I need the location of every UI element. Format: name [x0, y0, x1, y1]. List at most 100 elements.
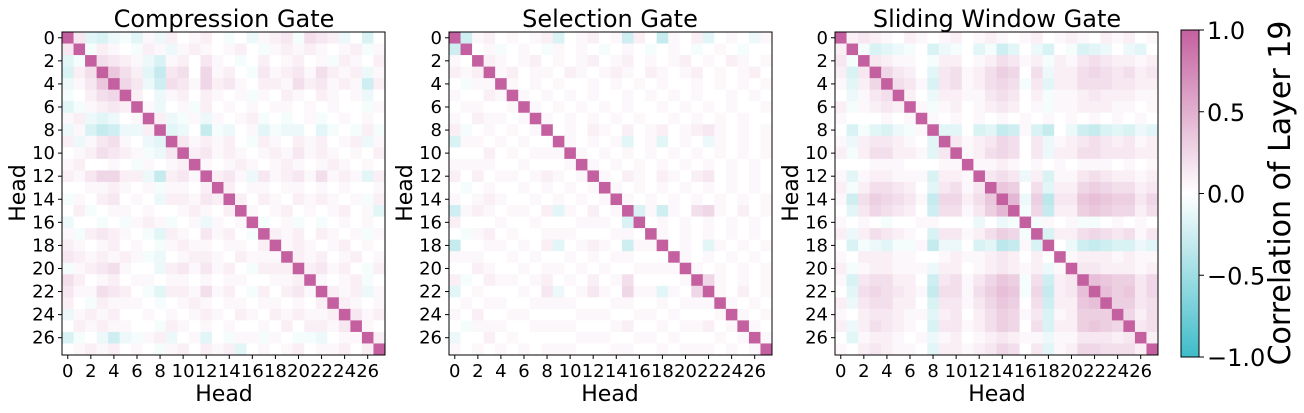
heatmap-cell — [973, 124, 986, 137]
heatmap-cell — [327, 331, 340, 344]
heatmap-cell — [858, 320, 871, 333]
heatmap-cell — [1123, 101, 1136, 114]
heatmap-cell — [142, 170, 155, 183]
heatmap-cell — [235, 181, 247, 194]
heatmap-cell — [748, 285, 761, 298]
heatmap-cell — [96, 262, 109, 275]
heatmap-cell — [73, 251, 86, 264]
heatmap-cell — [1054, 285, 1067, 298]
heatmap-cell — [200, 297, 213, 310]
heatmap-cell — [881, 147, 894, 160]
heatmap-cell — [223, 89, 236, 102]
heatmap-cell — [1111, 320, 1124, 333]
heatmap-cell — [869, 274, 882, 287]
heatmap-cell — [725, 43, 738, 56]
heatmap-cell — [518, 55, 531, 68]
heatmap-cell — [73, 193, 86, 206]
heatmap-cell — [610, 55, 623, 68]
heatmap-cell — [62, 147, 74, 160]
heatmap-cell — [350, 308, 363, 321]
heatmap-cell — [73, 135, 86, 148]
heatmap-cell — [679, 147, 692, 160]
heatmap-cell — [361, 274, 374, 287]
heatmap-cell — [915, 239, 928, 252]
heatmap-cell — [904, 66, 917, 79]
heatmap-cell — [633, 55, 646, 68]
heatmap-cell — [142, 262, 155, 275]
heatmap-cell — [1008, 66, 1020, 79]
heatmap-cell — [269, 158, 282, 171]
heatmap-cell — [714, 205, 727, 217]
heatmap-cell — [495, 331, 508, 344]
heatmap-cell — [1031, 135, 1044, 148]
heatmap-cell — [258, 331, 271, 344]
heatmap-cell — [200, 158, 213, 171]
heatmap-cell — [361, 308, 374, 321]
heatmap-cell — [292, 181, 305, 194]
heatmap-cell — [315, 205, 328, 217]
heatmap-cell — [552, 124, 565, 137]
heatmap-cell — [361, 331, 374, 344]
heatmap-cell — [598, 193, 611, 206]
heatmap-cell — [552, 251, 565, 264]
heatmap-cell — [1123, 251, 1136, 264]
heatmap-cell — [304, 251, 317, 264]
heatmap-cell — [1077, 78, 1090, 91]
heatmap-cell — [541, 66, 554, 79]
heatmap-cell — [211, 101, 224, 114]
heatmap-cell — [1042, 320, 1055, 333]
heatmap-cell — [915, 170, 928, 183]
heatmap-cell — [361, 89, 374, 102]
heatmap-cell — [518, 285, 531, 298]
heatmap-cell — [460, 147, 473, 160]
heatmap-cell — [177, 158, 190, 171]
heatmap-cell — [645, 274, 658, 287]
heatmap-cell — [904, 262, 917, 275]
heatmap-cell — [281, 158, 294, 171]
heatmap-cell — [1134, 158, 1147, 171]
heatmap-cell — [361, 297, 374, 310]
heatmap-cell — [702, 32, 715, 44]
heatmap-cell — [645, 343, 658, 356]
heatmap-cell — [961, 170, 974, 183]
heatmap-cell — [564, 181, 577, 194]
heatmap-cell — [598, 205, 611, 217]
heatmap-cell — [622, 343, 634, 356]
heatmap-cell — [748, 331, 761, 344]
heatmap-cell — [165, 297, 178, 310]
heatmap-cell — [1042, 43, 1055, 56]
heatmap-cell — [904, 55, 917, 68]
heatmap-cell — [108, 89, 121, 102]
heatmap-cell — [506, 181, 519, 194]
heatmap-cell — [645, 32, 658, 44]
heatmap-cell — [1054, 32, 1067, 44]
heatmap-cell — [1088, 55, 1101, 68]
heatmap-cell — [892, 112, 905, 125]
heatmap-cell — [1042, 285, 1055, 298]
heatmap-cell — [258, 43, 271, 56]
heatmap-cell — [131, 297, 144, 310]
heatmap-cell — [246, 262, 259, 275]
heatmap-cell — [165, 251, 178, 264]
heatmap-cell — [235, 331, 247, 344]
heatmap-cell — [142, 308, 155, 321]
heatmap-cell — [304, 112, 317, 125]
heatmap-cell — [1019, 262, 1032, 275]
heatmap-cell — [200, 124, 213, 137]
heatmap-cell — [246, 135, 259, 148]
heatmap-cell — [211, 320, 224, 333]
heatmap-cell — [1134, 66, 1147, 79]
heatmap-cell — [472, 262, 485, 275]
heatmap-cell — [338, 331, 351, 344]
colorbar: 1.00.50.0−0.5−1.0 Correlation of Layer 1… — [1180, 17, 1298, 372]
heatmap-cell — [483, 343, 496, 356]
y-tick-label: 8 — [431, 120, 442, 141]
heatmap-cell — [1146, 331, 1159, 344]
heatmap-cell — [73, 32, 86, 44]
heatmap-cell — [915, 181, 928, 194]
heatmap-cell — [269, 124, 282, 137]
heatmap-cell — [1019, 112, 1032, 125]
heatmap-cell — [564, 32, 577, 44]
heatmap-cell — [449, 32, 461, 44]
heatmap-cell — [915, 343, 928, 356]
